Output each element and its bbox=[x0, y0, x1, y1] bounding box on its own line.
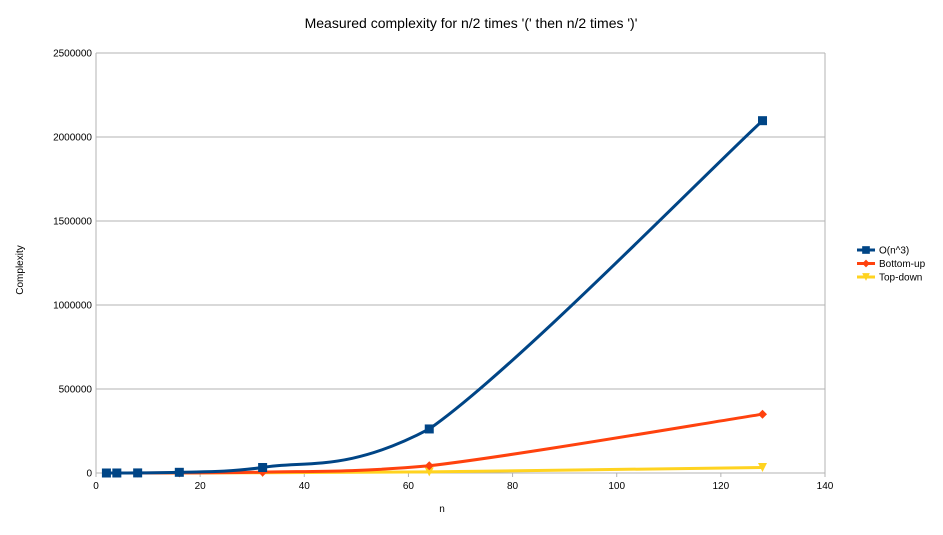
data-point bbox=[758, 462, 768, 472]
x-tick-label: 140 bbox=[817, 481, 834, 492]
chart-title: Measured complexity for n/2 times '(' th… bbox=[305, 15, 638, 31]
data-point bbox=[424, 467, 434, 477]
legend-marker bbox=[862, 246, 870, 254]
legend-label: O(n^3) bbox=[879, 246, 909, 257]
x-tick-label: 100 bbox=[608, 481, 625, 492]
data-point bbox=[112, 468, 122, 478]
data-point bbox=[174, 467, 184, 477]
data-point bbox=[133, 468, 143, 478]
y-tick-label: 500000 bbox=[59, 385, 93, 396]
y-axis-title: Complexity bbox=[15, 245, 26, 294]
y-tick-label: 0 bbox=[86, 469, 92, 480]
legend-item: Top-down bbox=[857, 273, 922, 284]
data-point bbox=[758, 116, 768, 126]
legend-label: Top-down bbox=[879, 273, 922, 284]
data-point bbox=[424, 461, 434, 471]
legend: O(n^3) Bottom-up Top-down bbox=[857, 246, 926, 284]
axes bbox=[95, 53, 826, 477]
x-tick-label: 60 bbox=[403, 481, 415, 492]
y-tick-label: 2000000 bbox=[53, 133, 92, 144]
x-tick-label: 40 bbox=[299, 481, 311, 492]
x-tick-label: 80 bbox=[507, 481, 519, 492]
x-tick-label: 20 bbox=[195, 481, 207, 492]
legend-marker bbox=[862, 259, 870, 268]
y-tick-label: 2500000 bbox=[53, 49, 92, 60]
tick-labels: 0 500000 1000000 1500000 2000000 2500000 0 20 40… bbox=[53, 49, 834, 493]
series-o-n-3 bbox=[101, 116, 768, 478]
x-tick-label: 120 bbox=[713, 481, 730, 492]
legend-item: Bottom-up bbox=[857, 259, 926, 270]
series-line bbox=[104, 412, 765, 475]
legend-marker bbox=[862, 273, 870, 281]
series-lines bbox=[101, 116, 768, 478]
grid-lines bbox=[96, 52, 825, 474]
data-point bbox=[424, 424, 434, 434]
data-point bbox=[101, 468, 111, 478]
legend-item: O(n^3) bbox=[857, 246, 909, 257]
y-tick-label: 1500000 bbox=[53, 217, 92, 228]
y-tick-label: 1000000 bbox=[53, 301, 92, 312]
x-axis-title: n bbox=[439, 504, 445, 515]
x-tick-label: 0 bbox=[93, 481, 99, 492]
data-point bbox=[258, 462, 268, 472]
legend-label: Bottom-up bbox=[879, 259, 926, 270]
data-point bbox=[758, 409, 768, 419]
series-line bbox=[104, 119, 765, 475]
